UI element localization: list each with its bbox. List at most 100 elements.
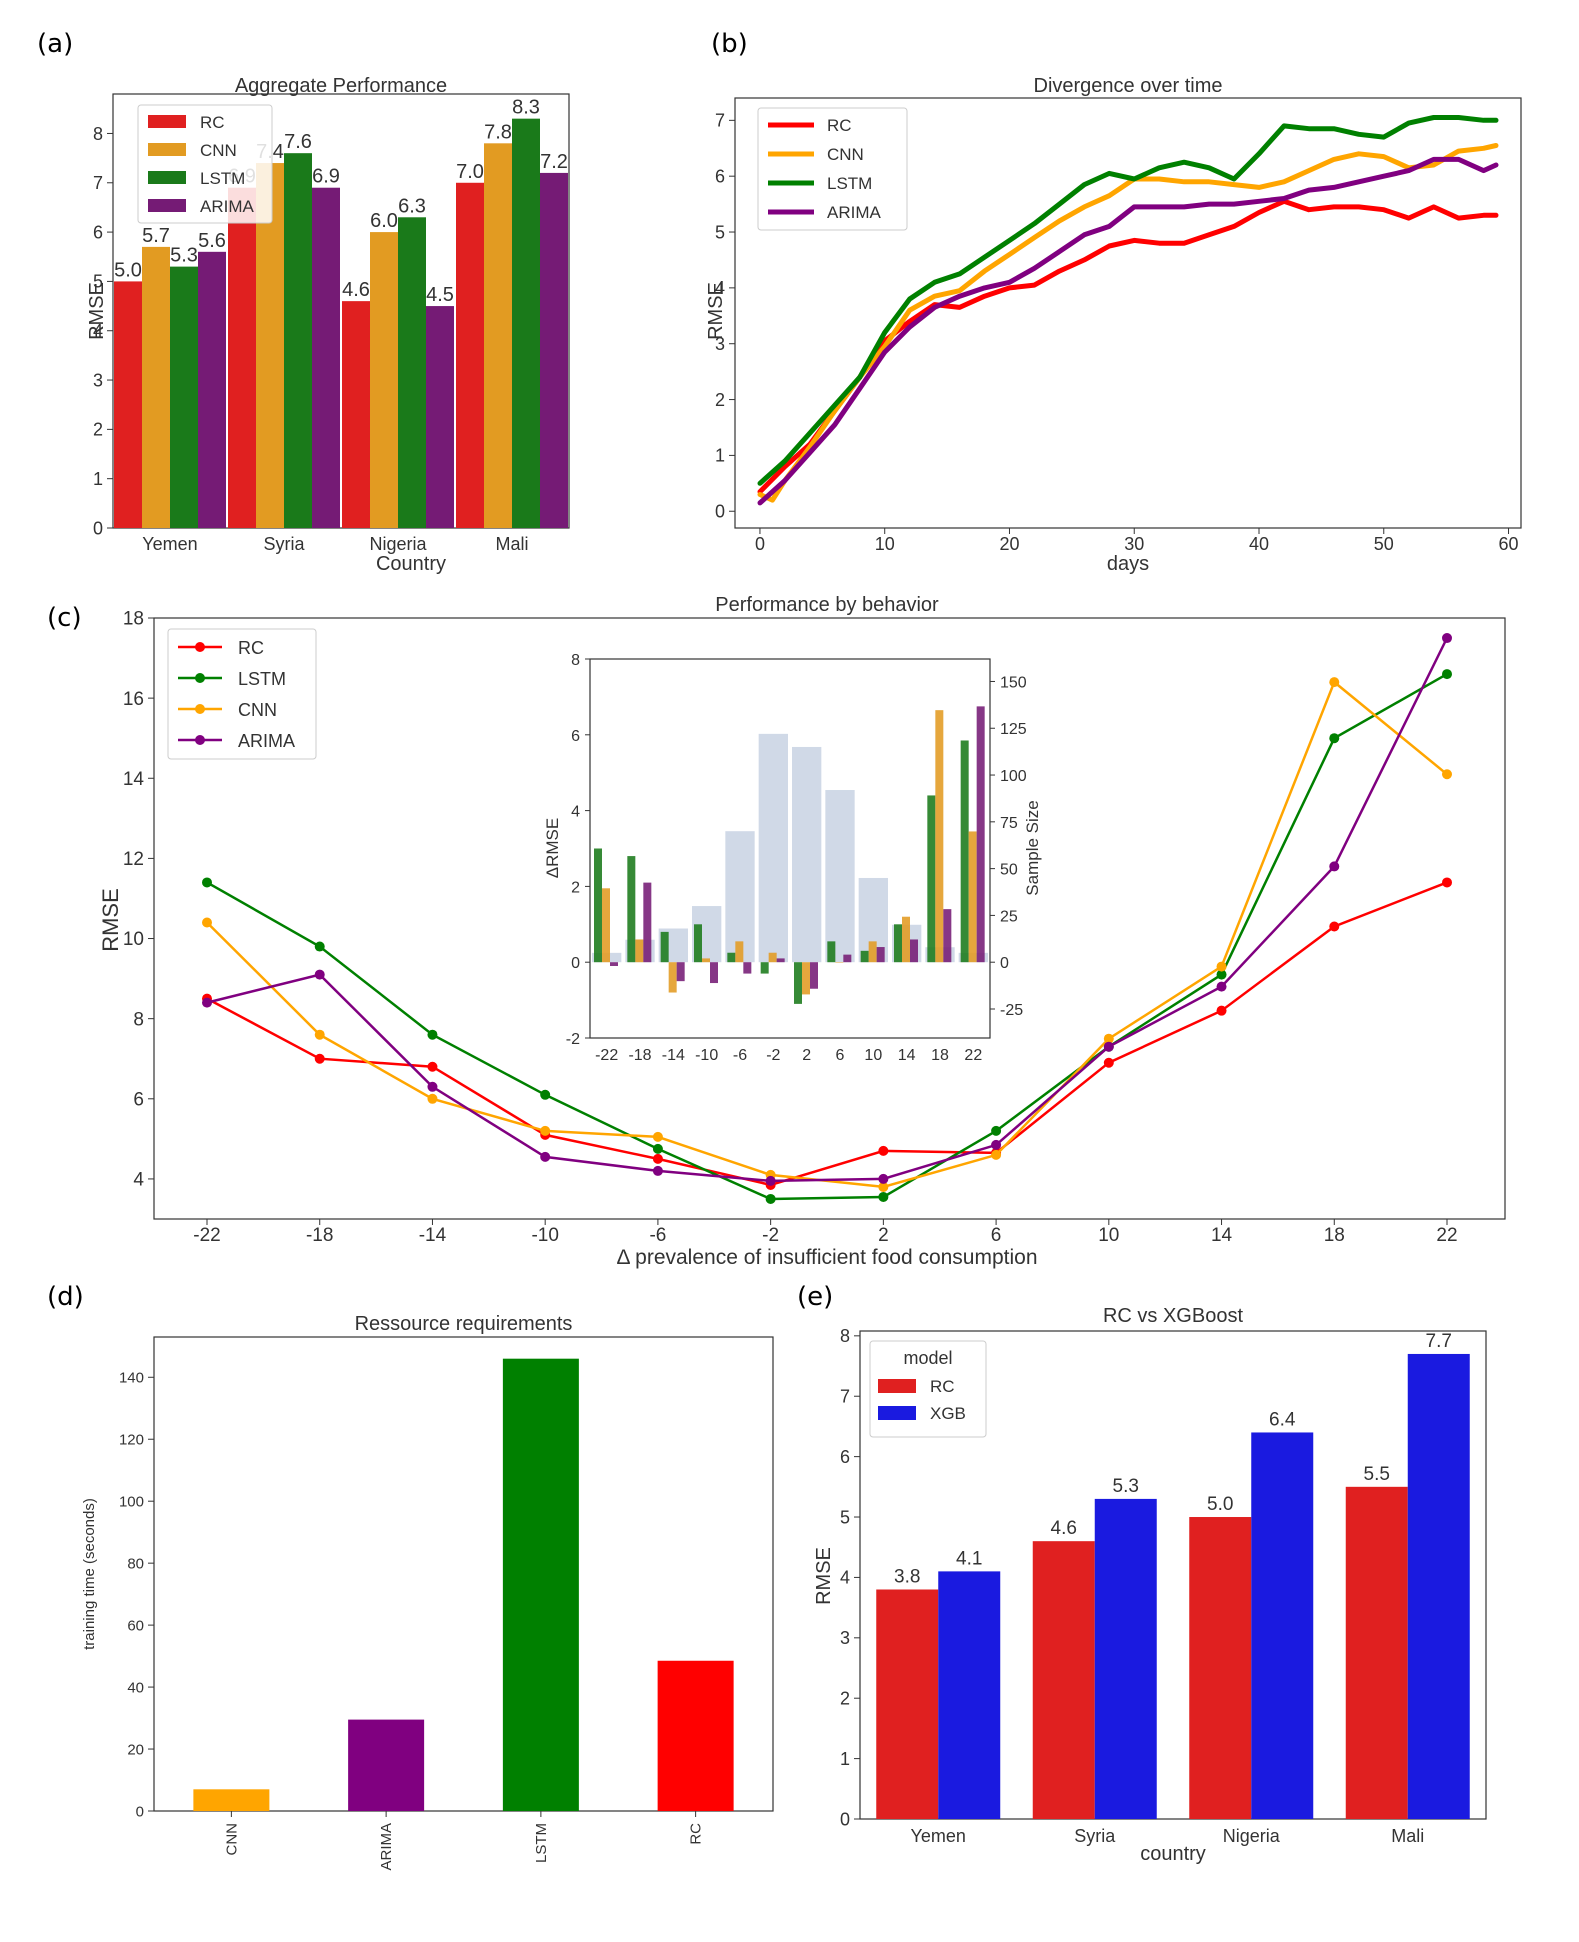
- bar-xgb-yemen: [938, 1571, 1001, 1819]
- point-arima-2: [878, 1173, 889, 1184]
- bar-arima: [348, 1719, 425, 1811]
- data-label-lstm-mali: 8.3: [512, 97, 540, 119]
- delta-bar-arima-18: [643, 882, 652, 963]
- y-tick-label: 1: [715, 446, 725, 466]
- y-tick-label: 120: [119, 1431, 144, 1448]
- legend-label-rc: RC: [827, 116, 852, 135]
- y-tick-label: -2: [566, 1031, 580, 1048]
- x-tick-label-arima: ARIMA: [378, 1823, 395, 1871]
- delta-bar-arima-2: [810, 962, 818, 989]
- point-lstm-18: [1329, 733, 1340, 744]
- bar-lstm-mali: [512, 118, 540, 528]
- point-rc-14: [1216, 1005, 1227, 1016]
- bar-lstm: [502, 1358, 579, 1811]
- y2-tick-label: 75: [1000, 815, 1018, 832]
- data-label-lstm-nigeria: 6.3: [398, 195, 426, 217]
- x-axis-label: Country: [376, 553, 446, 575]
- legend-label-cnn: CNN: [238, 700, 277, 720]
- x-tick-label: -2: [766, 1047, 780, 1064]
- y-axis-label: training time (seconds): [81, 1498, 98, 1650]
- legend-label-cnn: CNN: [827, 145, 864, 164]
- bar-rc-mali: [1345, 1486, 1408, 1819]
- point-lstm-10: [540, 1089, 551, 1100]
- x-tick-label: -10: [695, 1047, 718, 1064]
- legend-label-rc: RC: [200, 113, 225, 132]
- x-tick-label: 18: [1324, 1225, 1345, 1246]
- point-cnn-10: [540, 1125, 551, 1136]
- delta-bar-lstm-6: [827, 941, 836, 963]
- panel-e-rc-vs-xgboost: RC vs XGBoost country RMSE 0 1 2 3 4 5 6 7 8 Yemen 3.…: [813, 1305, 1487, 1865]
- point-lstm-18: [314, 941, 325, 952]
- y2-tick-label: 0: [1000, 955, 1009, 972]
- inset-frame: [589, 658, 991, 1039]
- x-tick-label-yemen: Yemen: [142, 534, 197, 554]
- data-label-xgb-yemen: 4.1: [956, 1548, 982, 1569]
- delta-bar-lstm-14: [894, 924, 902, 963]
- point-arima-22: [1442, 633, 1452, 644]
- y-tick-label: 1: [840, 1749, 850, 1769]
- chart-title: Ressource requirements: [355, 1313, 573, 1335]
- bar-lstm-nigeria: [398, 217, 426, 528]
- x-tick-label-nigeria: Nigeria: [369, 534, 427, 554]
- sample-size-bar-6: [825, 790, 855, 963]
- delta-bar-lstm-6: [727, 952, 736, 963]
- y2-tick-label: 50: [1000, 862, 1018, 879]
- line-lstm: [206, 673, 1448, 1201]
- x-tick-label: 30: [1124, 534, 1144, 554]
- legend-marker-rc: [195, 642, 205, 652]
- line-rc: [757, 198, 1499, 495]
- data-label-arima-yemen: 5.6: [198, 230, 226, 252]
- y-tick-label: 3: [840, 1628, 850, 1648]
- y-tick-label: 6: [840, 1447, 850, 1467]
- x-tick-label: 22: [964, 1047, 982, 1064]
- panel-label: (a): [37, 29, 73, 59]
- y-tick-label: 8: [571, 652, 580, 669]
- data-label-arima-syria: 6.9: [312, 166, 340, 188]
- x-tick-label-syria: Syria: [263, 534, 305, 554]
- delta-bar-cnn-2: [768, 952, 777, 963]
- chart-title: Performance by behavior: [715, 594, 939, 616]
- point-cnn-22: [202, 917, 212, 928]
- y-tick-label: 4: [840, 1568, 850, 1588]
- data-label-rc-syria: 4.6: [1051, 1518, 1077, 1539]
- x-tick-label: -10: [531, 1225, 558, 1246]
- legend-label-cnn: CNN: [200, 141, 237, 160]
- bar-rc-nigeria: [342, 301, 370, 528]
- bar-arima-mali: [540, 172, 568, 528]
- x-tick-label: 0: [755, 534, 765, 554]
- delta-bar-lstm-2: [794, 962, 802, 1004]
- x-tick-label: 2: [802, 1047, 811, 1064]
- y2-tick-label: -25: [1000, 1002, 1023, 1019]
- point-cnn-2: [878, 1181, 889, 1192]
- point-arima-14: [427, 1081, 438, 1092]
- line-rc: [206, 881, 1448, 1187]
- y-tick-label: 18: [123, 609, 144, 630]
- y-axis-label: RMSE: [705, 282, 727, 340]
- y-tick-label: 12: [123, 849, 144, 870]
- y-tick-label: 16: [123, 689, 144, 710]
- y-tick-label: 2: [715, 390, 725, 410]
- bar-xgb-nigeria: [1251, 1432, 1314, 1819]
- y-tick-label: 7: [715, 111, 725, 131]
- delta-bar-lstm-14: [660, 931, 669, 963]
- delta-bar-arima-2: [776, 958, 785, 963]
- point-rc-6: [652, 1153, 663, 1164]
- x-tick-label-mali: Mali: [495, 534, 528, 554]
- panel-label: (c): [47, 603, 82, 633]
- x-tick-label: 6: [991, 1225, 1002, 1246]
- delta-bar-arima-6: [743, 962, 752, 974]
- legend-label-lstm: LSTM: [200, 169, 245, 188]
- y-tick-label: 0: [571, 955, 580, 972]
- legend-label-lstm: LSTM: [238, 669, 286, 689]
- x-tick-label: 18: [931, 1047, 949, 1064]
- delta-bar-arima-18: [943, 909, 952, 963]
- y-tick-label: 3: [93, 370, 103, 390]
- x-tick-label: 50: [1374, 534, 1394, 554]
- y-tick-label: 8: [133, 1009, 144, 1030]
- data-label-cnn-mali: 7.8: [484, 121, 512, 143]
- legend-box: [757, 107, 908, 231]
- chart-title: Divergence over time: [1034, 75, 1223, 97]
- y-tick-label: 8: [840, 1326, 850, 1346]
- legend-swatch-rc: [878, 1379, 916, 1393]
